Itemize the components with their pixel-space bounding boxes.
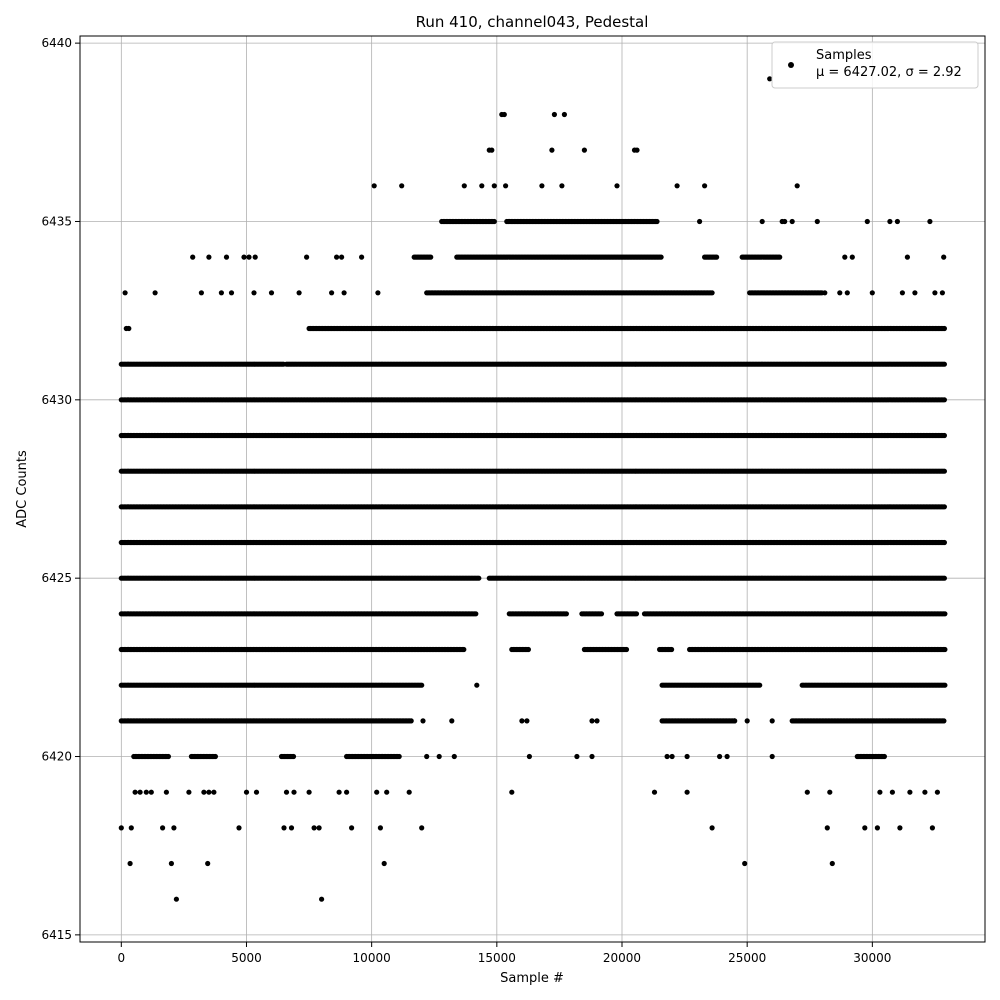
sample-point (941, 575, 948, 581)
sample-point (623, 646, 630, 653)
data-points (118, 76, 948, 902)
sample-point (941, 397, 948, 403)
sample-point (598, 611, 605, 617)
sample-point (525, 646, 532, 653)
sample-point (942, 611, 948, 617)
sample-point (941, 468, 948, 474)
sample-point (476, 575, 482, 581)
sample-point (633, 611, 640, 617)
sample-point (941, 539, 948, 546)
sample-point (941, 432, 948, 439)
sample-point (473, 611, 479, 617)
sample-point (461, 646, 467, 653)
sample-point (669, 646, 675, 653)
sample-point (942, 646, 948, 653)
chart-title: Run 410, channel043, Pedestal (416, 13, 649, 31)
sample-point (941, 361, 948, 367)
sample-point (941, 504, 948, 510)
sample-point (563, 611, 570, 617)
